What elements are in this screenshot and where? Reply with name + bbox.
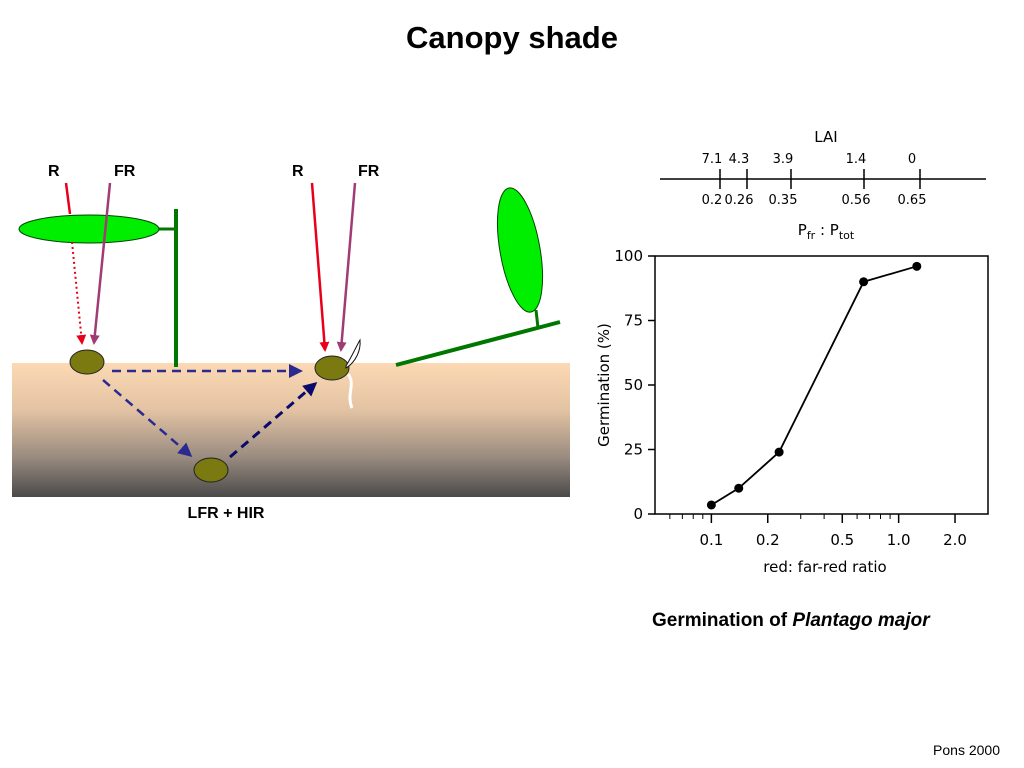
data-point: [706, 500, 716, 510]
data-point: [734, 483, 744, 493]
soil-layer: [12, 363, 570, 497]
lai-tick-label: 1.4: [846, 152, 867, 167]
x-tick-label: 0.1: [699, 531, 723, 549]
data-point: [859, 277, 869, 287]
slide-title: Canopy shade: [406, 20, 618, 55]
left-red-light: [64, 182, 72, 215]
pfr-tick-label: 0.56: [842, 193, 871, 208]
pfr-tick-label: 0.35: [769, 193, 798, 208]
caption-prefix: Germination of: [652, 610, 793, 631]
right-leaf-stalk: [534, 309, 540, 329]
seed-germinating: [314, 355, 350, 381]
right-stem: [395, 320, 561, 367]
seed-buried: [193, 457, 229, 483]
pfr-tick-label: 0.26: [725, 193, 754, 208]
lai-scale-ticks: 7.1 0.2 4.3 0.26 3.9 0.35 1.4 0.56 0 0.65: [702, 152, 927, 208]
lai-tick-label: 0: [908, 152, 916, 167]
series-layer: [706, 261, 922, 510]
source-credit: Pons 2000: [933, 742, 1000, 758]
right-fr-label: FR: [358, 163, 380, 180]
x-tick-label: 0.5: [830, 531, 854, 549]
lai-title: LAI: [814, 128, 837, 146]
y-tick-label: 25: [624, 441, 643, 459]
x-tick-label: 2.0: [943, 531, 967, 549]
plot-frame: [654, 255, 989, 515]
seedling-shoot: [345, 338, 361, 369]
chart-caption: Germination of Plantago major: [652, 610, 930, 632]
lai-tick-label: 7.1: [702, 152, 723, 167]
left-red-light-filtered: [71, 241, 87, 345]
left-leaf: [18, 214, 160, 244]
right-far-red-light: [336, 182, 357, 352]
left-far-red-light: [89, 182, 112, 345]
x-tick-label: 0.2: [756, 531, 780, 549]
canopy-shade-diagram: R FR R FR LFR + HIR: [12, 163, 570, 522]
x-axis-label: red: far-red ratio: [763, 558, 886, 576]
x-axis: 0.1 0.2 0.5 1.0 2.0: [669, 514, 967, 549]
y-axis: 0 25 50 75 100: [614, 247, 655, 523]
series-line: [710, 265, 918, 506]
y-tick-label: 75: [624, 312, 643, 330]
lai-tick-label: 4.3: [729, 152, 750, 167]
seedling-root: [346, 373, 354, 409]
pfr-ptot-title: Pfr : Ptot: [798, 221, 855, 242]
y-tick-label: 0: [633, 505, 643, 523]
y-tick-label: 50: [624, 376, 643, 394]
right-leaf: [496, 187, 544, 313]
data-point: [912, 261, 922, 271]
lai-tick-label: 3.9: [773, 152, 794, 167]
right-r-label: R: [292, 163, 304, 180]
left-r-label: R: [48, 163, 60, 180]
x-tick-label: 1.0: [887, 531, 911, 549]
pfr-tick-label: 0.2: [702, 193, 723, 208]
arrow-buried-to-germinating: [229, 382, 318, 459]
y-tick-label: 100: [614, 247, 643, 265]
seed-surface-left: [69, 349, 105, 375]
germination-chart: LAI 7.1 0.2 4.3 0.26 3.9 0.35 1.4 0.56 0 0.65 Pfr…: [595, 128, 989, 576]
y-axis-label: Germination (%): [595, 323, 613, 447]
caption-species: Plantago major: [792, 610, 930, 631]
arrow-surface-to-buried: [102, 379, 193, 457]
lfr-hir-label: LFR + HIR: [188, 505, 265, 522]
data-point: [774, 447, 784, 457]
pfr-tick-label: 0.65: [898, 193, 927, 208]
left-fr-label: FR: [114, 163, 136, 180]
right-red-light: [310, 182, 330, 352]
